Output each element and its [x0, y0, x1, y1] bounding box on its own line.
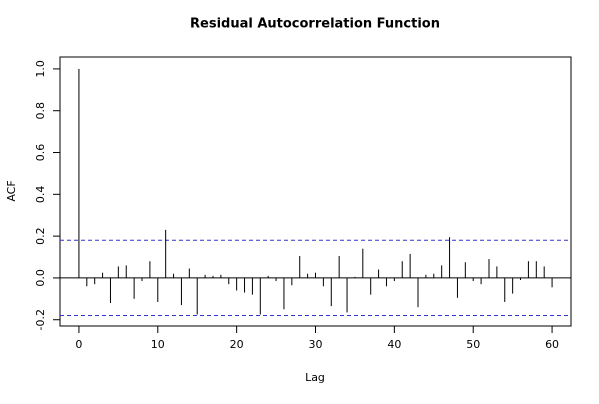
y-tick-label: 0.4 — [34, 186, 47, 204]
y-tick-label: -0.2 — [34, 309, 47, 330]
y-axis-label: ACF — [5, 180, 18, 201]
x-tick-label: 60 — [545, 338, 559, 351]
y-tick-label: 0.6 — [34, 144, 47, 162]
x-tick-label: 40 — [387, 338, 401, 351]
x-tick-label: 0 — [75, 338, 82, 351]
y-tick-label: 0.8 — [34, 102, 47, 120]
chart-title: Residual Autocorrelation Function — [190, 17, 440, 32]
x-axis-label: Lag — [305, 371, 325, 384]
y-tick-label: 1.0 — [34, 60, 47, 78]
x-tick-label: 30 — [309, 338, 323, 351]
y-tick-label: 0.0 — [34, 269, 47, 287]
y-tick-label: 0.2 — [34, 227, 47, 245]
x-tick-label: 10 — [151, 338, 165, 351]
x-tick-label: 50 — [466, 338, 480, 351]
x-tick-label: 20 — [230, 338, 244, 351]
